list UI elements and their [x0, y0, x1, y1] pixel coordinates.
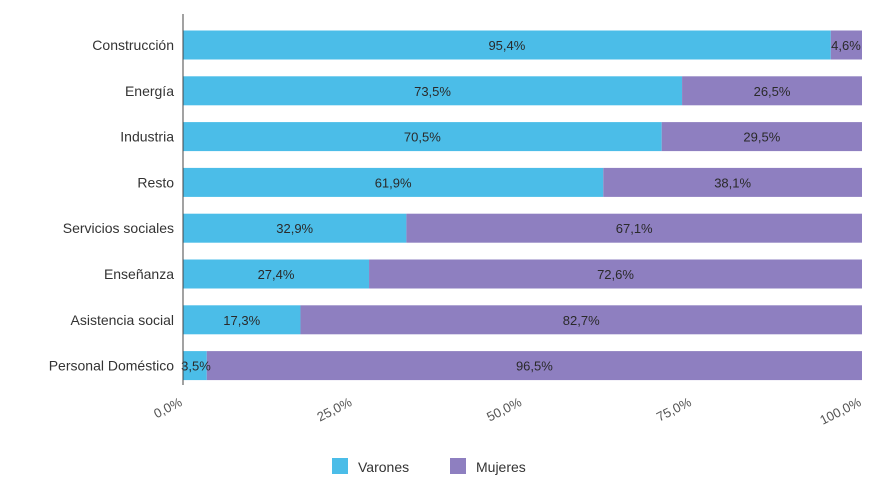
bar-varones: [183, 213, 407, 243]
data-label: 61,9%: [375, 175, 412, 190]
bar-mujeres: [603, 167, 862, 197]
data-label: 70,5%: [404, 130, 441, 145]
category-label: Personal Doméstico: [49, 358, 174, 374]
data-label: 95,4%: [488, 38, 525, 53]
x-tick-label: 50,0%: [484, 394, 524, 424]
data-label: 96,5%: [516, 359, 553, 374]
bar-mujeres: [682, 76, 862, 106]
data-label: 38,1%: [714, 175, 751, 190]
data-label: 32,9%: [276, 221, 313, 236]
legend-label-varones: Varones: [358, 459, 409, 475]
data-label: 3,5%: [181, 359, 211, 374]
data-label: 4,6%: [831, 38, 861, 53]
bar-varones: [183, 30, 831, 60]
bar-varones: [183, 167, 604, 197]
bar-varones: [183, 122, 662, 152]
category-label: Resto: [137, 174, 174, 190]
bar-mujeres: [661, 122, 862, 152]
category-label: Enseñanza: [104, 266, 174, 282]
data-label: 27,4%: [258, 267, 295, 282]
bar-varones: [183, 76, 683, 106]
bar-varones: [183, 259, 370, 289]
x-tick-label: 75,0%: [654, 394, 694, 424]
bar-mujeres: [300, 305, 862, 335]
category-label: Asistencia social: [71, 312, 175, 328]
x-tick-label: 25,0%: [314, 394, 354, 424]
bar-mujeres: [369, 259, 862, 289]
x-tick-label: 0,0%: [151, 394, 185, 421]
bar-mujeres: [206, 351, 862, 381]
data-label: 29,5%: [743, 130, 780, 145]
bar-mujeres: [406, 213, 862, 243]
data-label: 26,5%: [754, 84, 791, 99]
x-tick-label: 100,0%: [817, 394, 863, 428]
data-label: 67,1%: [616, 221, 653, 236]
legend-label-mujeres: Mujeres: [476, 459, 526, 475]
category-label: Construcción: [92, 37, 174, 53]
data-label: 17,3%: [223, 313, 260, 328]
category-label: Servicios sociales: [63, 220, 174, 236]
category-label: Energía: [125, 83, 174, 99]
bar-mujeres: [830, 30, 862, 60]
bar-varones: [183, 305, 301, 335]
legend-swatch-mujeres: [450, 458, 466, 474]
data-label: 82,7%: [563, 313, 600, 328]
data-label: 73,5%: [414, 84, 451, 99]
data-label: 72,6%: [597, 267, 634, 282]
bar-varones: [183, 351, 207, 381]
category-label: Industria: [120, 129, 174, 145]
legend-swatch-varones: [332, 458, 348, 474]
